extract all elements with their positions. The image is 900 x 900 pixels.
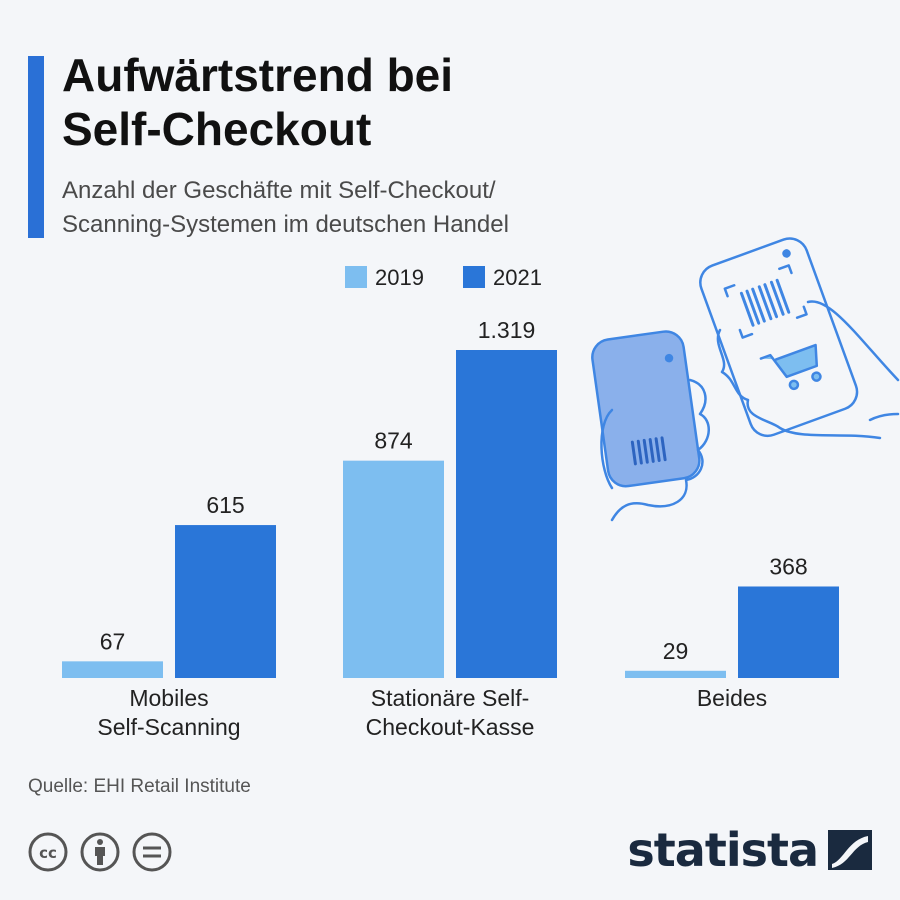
category-label-0-1: Self-Scanning — [97, 714, 240, 740]
value-label-2019-2: 29 — [663, 638, 689, 664]
title-line-2: Self-Checkout — [62, 103, 372, 155]
category-label-2-0: Beides — [697, 685, 767, 711]
bar-2019-1 — [343, 460, 444, 678]
svg-text:cc: cc — [39, 844, 57, 862]
legend-label-2019: 2019 — [375, 265, 424, 290]
phone-illustration — [591, 237, 900, 522]
cart-icon — [759, 343, 822, 391]
bar-2019-0 — [62, 661, 163, 678]
value-label-2021-2: 368 — [769, 553, 807, 579]
license-icons: cc — [28, 832, 172, 872]
brand-name: statista — [627, 823, 819, 877]
value-label-2019-1: 874 — [374, 428, 413, 454]
chart-title: Aufwärtstrend bei Self-Checkout — [62, 48, 622, 156]
value-label-2019-0: 67 — [100, 628, 126, 654]
accent-bar — [28, 56, 44, 238]
by-icon — [80, 832, 120, 872]
bar-2021-1 — [456, 350, 557, 678]
title-line-1: Aufwärtstrend bei — [62, 49, 454, 101]
legend-swatch-2021 — [463, 266, 485, 288]
subtitle-line-2: Scanning-Systemen im deutschen Handel — [62, 211, 509, 238]
category-label-1-0: Stationäre Self- — [371, 685, 530, 711]
category-label-0-0: Mobiles — [129, 685, 208, 711]
value-label-2021-0: 615 — [206, 492, 244, 518]
chart-subtitle: Anzahl der Geschäfte mit Self-Checkout/ … — [62, 174, 682, 242]
barcode-icon — [630, 436, 667, 466]
legend: 2019 2021 — [345, 265, 542, 290]
nd-icon — [132, 832, 172, 872]
value-label-2021-1: 1.319 — [478, 317, 536, 343]
bar-2021-0 — [175, 525, 276, 678]
cc-icon: cc — [28, 832, 68, 872]
subtitle-line-1: Anzahl der Geschäfte mit Self-Checkout/ — [62, 177, 496, 204]
bar-2019-2 — [625, 670, 726, 678]
source-note: Quelle: EHI Retail Institute — [28, 776, 251, 797]
category-label-1-1: Checkout-Kasse — [366, 714, 535, 740]
legend-label-2021: 2021 — [493, 265, 542, 290]
bar-2021-2 — [738, 586, 839, 678]
legend-swatch-2019 — [345, 266, 367, 288]
statista-logo-icon — [828, 830, 872, 870]
brand-logo: statista — [627, 820, 872, 880]
bars-group: 67 615 874 1.319 29 368 — [62, 317, 839, 678]
category-labels: Mobiles Self-Scanning Stationäre Self- Chec… — [97, 685, 767, 740]
